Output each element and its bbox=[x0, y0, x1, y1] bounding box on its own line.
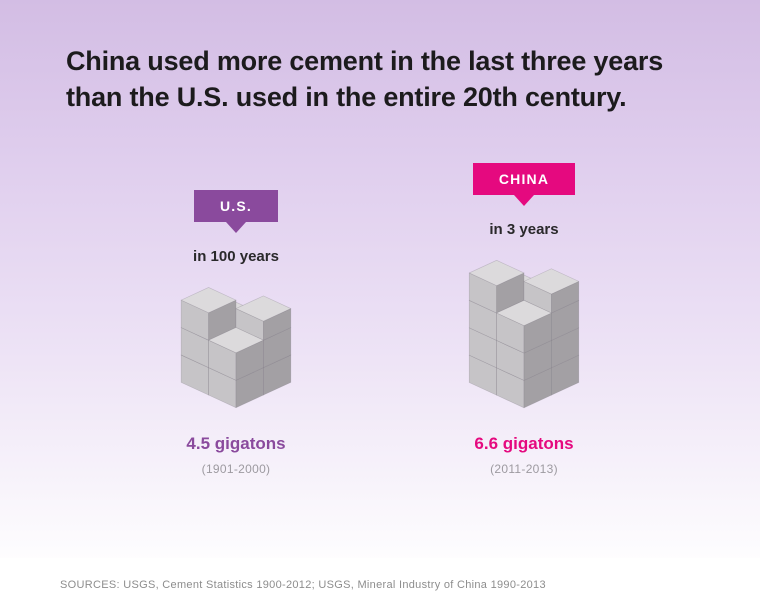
us-cement-blocks-graphic bbox=[180, 287, 292, 409]
china-value-label: 6.6 gigatons bbox=[474, 434, 574, 454]
china-cement-blocks-graphic bbox=[468, 260, 580, 409]
china-badge: CHINA bbox=[472, 163, 576, 196]
title-line-2: than the U.S. used in the entire 20th ce… bbox=[66, 81, 627, 112]
us-badge: U.S. bbox=[193, 190, 279, 223]
us-duration-label: in 100 years bbox=[193, 248, 279, 266]
us-value-label: 4.5 gigatons bbox=[186, 434, 286, 454]
sources-footer: SOURCES: USGS, Cement Statistics 1900-20… bbox=[0, 558, 760, 612]
china-period-label: (2011-2013) bbox=[490, 462, 558, 477]
sources-text: SOURCES: USGS, Cement Statistics 1900-20… bbox=[60, 579, 546, 591]
china-badge-label: CHINA bbox=[498, 171, 550, 188]
us-column: U.S. in 100 years 4.5 gigatons (1901-200… bbox=[107, 190, 365, 476]
us-period-label: (1901-2000) bbox=[201, 462, 271, 477]
page-title: China used more cement in the last three… bbox=[66, 44, 700, 115]
us-badge-label: U.S. bbox=[219, 198, 253, 215]
title-line-1: China used more cement in the last three… bbox=[66, 46, 664, 76]
comparison-columns: U.S. in 100 years 4.5 gigatons (1901-200… bbox=[0, 163, 760, 476]
china-duration-label: in 3 years bbox=[489, 221, 559, 239]
china-column: CHINA in 3 years 6.6 gigatons (2011-2013… bbox=[395, 163, 653, 476]
